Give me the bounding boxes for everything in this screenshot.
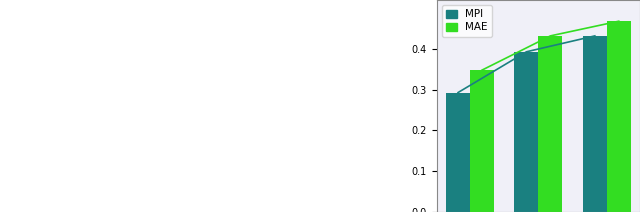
Bar (583, 36, 607, 212)
Legend: MPI, MAE: MPI, MAE (442, 5, 492, 37)
Bar (538, 36, 563, 212)
Bar (470, 70, 494, 212)
Bar (515, 52, 538, 212)
Bar (607, 21, 631, 212)
Bar (446, 93, 470, 212)
